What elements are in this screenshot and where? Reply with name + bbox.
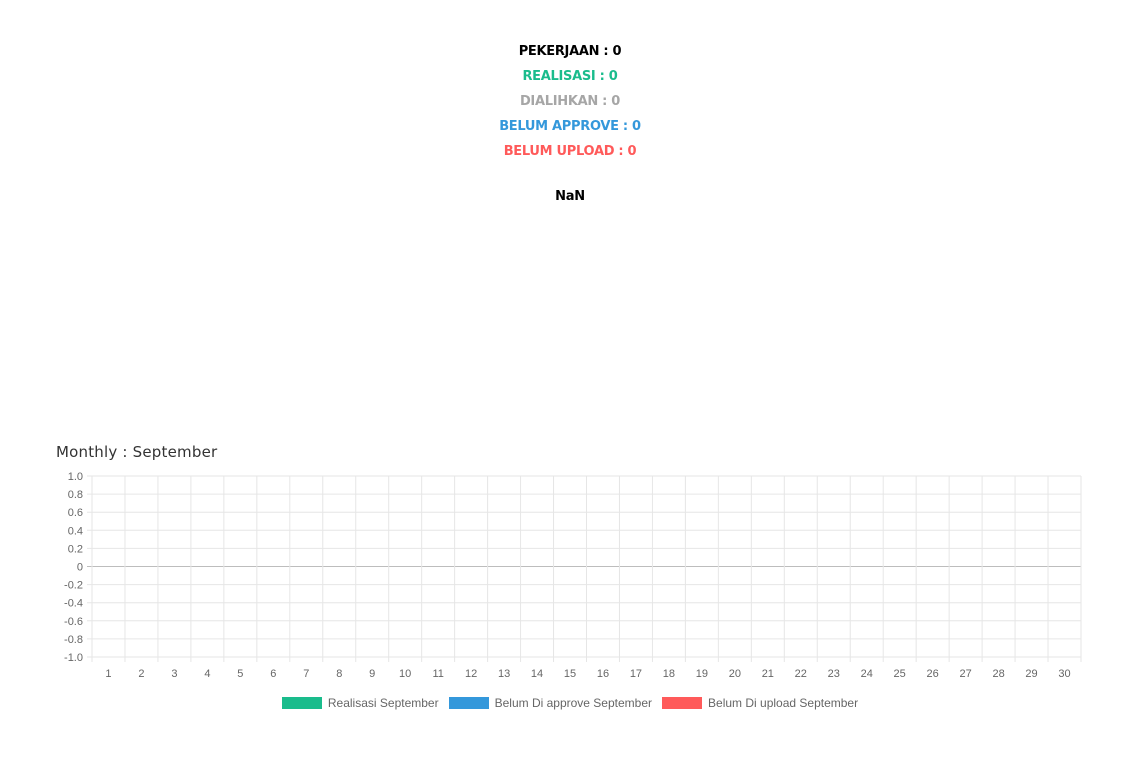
realisasi-count: REALISASI : 0 (522, 69, 618, 84)
belum-upload-count: BELUM UPLOAD : 0 (503, 144, 637, 159)
legend-item[interactable]: Belum Di upload September (662, 696, 858, 710)
pekerjaan-count: PEKERJAAN : 0 (518, 44, 622, 59)
y-tick-label: 0 (77, 562, 83, 574)
percentage-value: NaN (555, 189, 585, 204)
y-tick-label: 0.8 (68, 489, 83, 501)
y-tick-label: 0.2 (68, 543, 83, 555)
summary-panel: PEKERJAAN : 0 REALISASI : 0 DIALIHKAN : … (0, 42, 1140, 204)
y-tick-label: -1.0 (64, 652, 83, 664)
y-tick-label: -0.6 (64, 616, 83, 628)
x-tick-label: 5 (237, 668, 243, 680)
x-tick-label: 9 (369, 668, 375, 680)
legend-label: Realisasi September (327, 696, 439, 710)
x-tick-label: 4 (204, 668, 210, 680)
x-tick-label: 12 (465, 668, 477, 680)
x-tick-label: 18 (663, 668, 675, 680)
x-tick-label: 10 (399, 668, 411, 680)
legend-label: Belum Di upload September (708, 696, 859, 710)
legend-swatch (448, 697, 489, 709)
x-tick-label: 13 (498, 668, 510, 680)
x-tick-label: 28 (992, 668, 1004, 680)
x-tick-label: 25 (894, 668, 906, 680)
x-tick-label: 22 (795, 668, 807, 680)
x-tick-label: 20 (729, 668, 741, 680)
x-tick-label: 29 (1025, 668, 1037, 680)
x-tick-label: 8 (336, 668, 342, 680)
x-tick-label: 6 (270, 668, 276, 680)
x-tick-label: 24 (861, 668, 873, 680)
x-tick-label: 15 (564, 668, 576, 680)
y-tick-label: -0.2 (64, 580, 83, 592)
legend-swatch (662, 697, 703, 709)
x-tick-label: 23 (828, 668, 840, 680)
x-tick-label: 19 (696, 668, 708, 680)
y-tick-label: -0.4 (64, 598, 83, 610)
x-tick-label: 16 (597, 668, 609, 680)
x-tick-label: 26 (927, 668, 939, 680)
belum-approve-count: BELUM APPROVE : 0 (499, 119, 641, 134)
y-tick-label: 0.6 (68, 507, 83, 519)
y-tick-label: -0.8 (64, 634, 83, 646)
x-tick-label: 11 (432, 668, 443, 680)
x-tick-label: 2 (138, 668, 144, 680)
legend-item[interactable]: Belum Di approve September (448, 696, 653, 710)
legend-item[interactable]: Realisasi September (281, 696, 439, 710)
monthly-chart-title: Monthly : September (56, 443, 218, 461)
dialihkan-count: DIALIHKAN : 0 (519, 94, 621, 109)
legend-swatch (281, 697, 322, 709)
x-tick-label: 1 (105, 668, 111, 680)
x-tick-label: 21 (762, 668, 774, 680)
x-tick-label: 27 (959, 668, 971, 680)
chart-legend: Realisasi September Belum Di approve Sept… (0, 696, 1140, 710)
y-tick-label: 0.4 (68, 525, 83, 537)
x-tick-label: 3 (171, 668, 177, 680)
x-tick-label: 7 (303, 668, 309, 680)
x-tick-label: 30 (1058, 668, 1070, 680)
y-tick-label: 1.0 (68, 471, 83, 483)
x-tick-label: 14 (531, 668, 543, 680)
legend-label: Belum Di approve September (494, 696, 653, 710)
x-tick-label: 17 (630, 668, 642, 680)
